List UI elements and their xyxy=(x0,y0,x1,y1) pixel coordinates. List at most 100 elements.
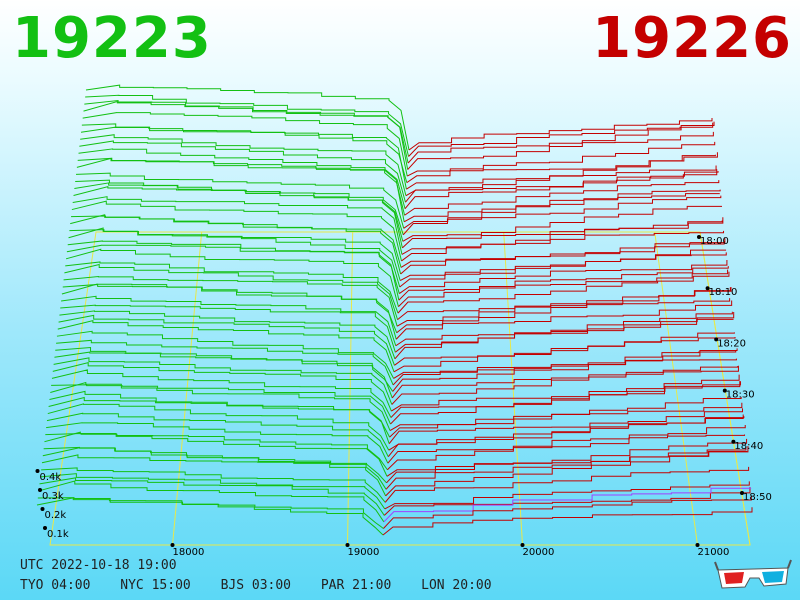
ask-depth-line xyxy=(394,332,735,366)
ask-depth-line xyxy=(383,495,752,529)
ask-depth-line xyxy=(401,230,725,262)
price-tick-label: 21000 xyxy=(698,547,730,558)
price-tick xyxy=(170,543,175,547)
bid-depth-line xyxy=(47,403,390,451)
ask-depth-line xyxy=(393,336,736,373)
ask-depth-line xyxy=(395,318,734,353)
bid-depth-line xyxy=(66,244,400,301)
bid-depth-line xyxy=(53,357,393,405)
bid-depth-line xyxy=(80,126,407,190)
utc-time: UTC 2022-10-18 19:00 xyxy=(20,558,177,573)
bid-depth-line xyxy=(73,185,403,248)
ask-depth-line xyxy=(400,238,726,275)
bid-depth-line xyxy=(44,431,388,477)
ask-depth-line xyxy=(407,131,714,164)
bid-depth-line xyxy=(48,396,390,444)
ask-depth-line xyxy=(401,217,724,255)
ask-depth-line xyxy=(384,466,750,503)
bid-depth-line xyxy=(37,497,384,529)
ask-depth-line xyxy=(385,446,749,497)
time-tick-label: 18:30 xyxy=(726,390,755,401)
bid-depth-line xyxy=(42,447,387,490)
bid-depth-line xyxy=(78,148,406,209)
ask-depth-line xyxy=(391,366,739,399)
bid-depth-line xyxy=(55,346,394,392)
bid-depth-line xyxy=(68,227,401,288)
ask-depth-line xyxy=(390,381,741,425)
ask-depth-line xyxy=(386,438,748,484)
ask-depth-line xyxy=(397,298,731,321)
timezone-row: TYO 04:00 NYC 15:00 BJS 03:00 PAR 21:00 … xyxy=(20,578,514,593)
bid-depth-line xyxy=(45,432,388,471)
ask-depth-line xyxy=(403,193,720,223)
ask-depth-line xyxy=(408,117,713,151)
time-tick xyxy=(714,337,719,342)
ask-depth-line xyxy=(385,451,748,490)
bid-depth-line xyxy=(41,467,386,503)
timezone-nyc: NYC 15:00 xyxy=(120,578,191,593)
volume-tick xyxy=(43,526,47,530)
time-tick xyxy=(722,388,727,393)
ask-depth-line xyxy=(399,259,728,294)
bid-depth-line xyxy=(84,99,409,164)
volume-tick xyxy=(40,507,45,511)
ask-depth-line xyxy=(388,408,744,444)
3d-glasses-icon[interactable] xyxy=(714,558,792,592)
price-tick xyxy=(520,543,525,547)
volume-tick-label: 0.1k xyxy=(47,529,69,540)
bid-depth-line xyxy=(63,275,398,327)
bid-depth-line xyxy=(71,215,402,268)
bid-depth-line xyxy=(77,157,406,216)
timezone-tyo: TYO 04:00 xyxy=(20,578,91,593)
bid-depth-line xyxy=(51,384,391,425)
ask-depth-line xyxy=(388,414,744,451)
timezone-lon: LON 20:00 xyxy=(421,578,492,593)
bid-depth-line xyxy=(72,196,403,255)
ask-depth-line xyxy=(387,424,746,471)
bid-depth-line xyxy=(81,123,408,183)
volume-tick-label: 0.4k xyxy=(40,472,62,483)
ask-price: 19226 xyxy=(592,6,792,71)
bid-depth-line xyxy=(76,157,405,222)
bid-depth-line xyxy=(56,339,394,386)
timezone-par: PAR 21:00 xyxy=(320,578,392,593)
bid-depth-line xyxy=(52,361,392,412)
volume-tick-label: 0.2k xyxy=(45,510,67,521)
price-tick xyxy=(345,543,350,547)
price-tick xyxy=(695,543,700,547)
bid-depth-line xyxy=(65,248,399,307)
time-tick-label: 18:00 xyxy=(700,236,729,247)
bid-depth-line xyxy=(82,112,408,177)
ask-depth-line xyxy=(392,358,737,386)
ask-depth-line xyxy=(403,189,721,229)
bid-depth-line xyxy=(58,314,395,366)
bid-depth-line xyxy=(80,134,407,196)
ask-depth-line xyxy=(384,481,750,510)
ask-depth-line xyxy=(383,487,751,516)
ask-depth-line xyxy=(399,249,727,281)
price-tick-label: 18000 xyxy=(173,547,205,558)
bid-depth-line xyxy=(79,140,406,203)
bid-depth-line xyxy=(39,477,385,516)
volume-tick xyxy=(38,488,42,492)
ask-depth-line xyxy=(408,122,714,157)
ask-depth-line xyxy=(395,311,733,347)
ask-depth-line xyxy=(392,348,738,392)
bid-depth-line xyxy=(69,229,401,281)
bid-depth-line xyxy=(59,310,396,359)
ask-depth-line xyxy=(398,269,729,301)
ask-depth-line xyxy=(389,402,743,438)
ask-depth-line xyxy=(391,365,739,405)
bid-depth-line xyxy=(57,319,395,373)
bid-depth-line xyxy=(46,412,389,457)
bid-depth-line xyxy=(54,351,393,399)
bid-depth-line xyxy=(83,100,409,170)
ask-depth-line xyxy=(405,152,718,203)
ask-depth-line xyxy=(404,171,719,210)
bid-depth-line xyxy=(61,295,397,346)
bid-depth-line xyxy=(46,422,389,464)
time-tick-label: 18:20 xyxy=(717,338,746,349)
bid-depth-line xyxy=(70,214,402,275)
ask-depth-line xyxy=(382,507,753,536)
